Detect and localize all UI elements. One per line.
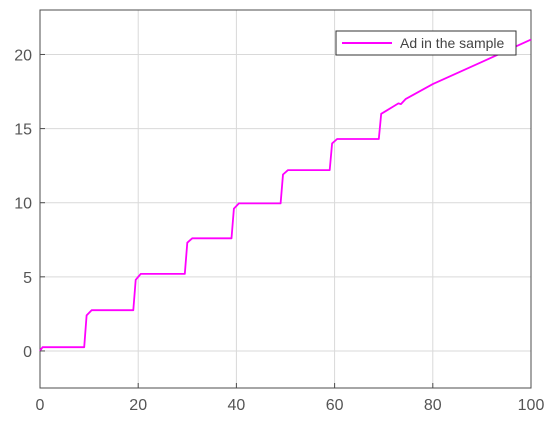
legend: Ad in the sample: [335, 30, 517, 56]
y-axis-ticks: 0 5 10 15 20: [14, 47, 45, 361]
y-tick-label: 10: [14, 196, 32, 213]
x-tick-label: 0: [36, 397, 45, 414]
x-tick-label: 20: [129, 397, 147, 414]
legend-label: Ad in the sample: [400, 35, 504, 51]
series-line: [39, 38, 532, 352]
x-tick-label: 60: [326, 397, 344, 414]
y-tick-label: 0: [23, 344, 32, 361]
y-tick-label: 5: [23, 270, 32, 287]
y-tick-label: 20: [14, 47, 32, 64]
x-tick-label: 100: [518, 397, 545, 414]
x-tick-label: 80: [424, 397, 442, 414]
x-axis-ticks: 0 20 40 60 80 100: [36, 383, 545, 414]
grid: [39, 10, 532, 388]
x-tick-label: 40: [228, 397, 246, 414]
series-layer: [39, 38, 532, 352]
plot-area-frame: [39, 9, 532, 389]
y-tick-label: 15: [14, 122, 32, 139]
